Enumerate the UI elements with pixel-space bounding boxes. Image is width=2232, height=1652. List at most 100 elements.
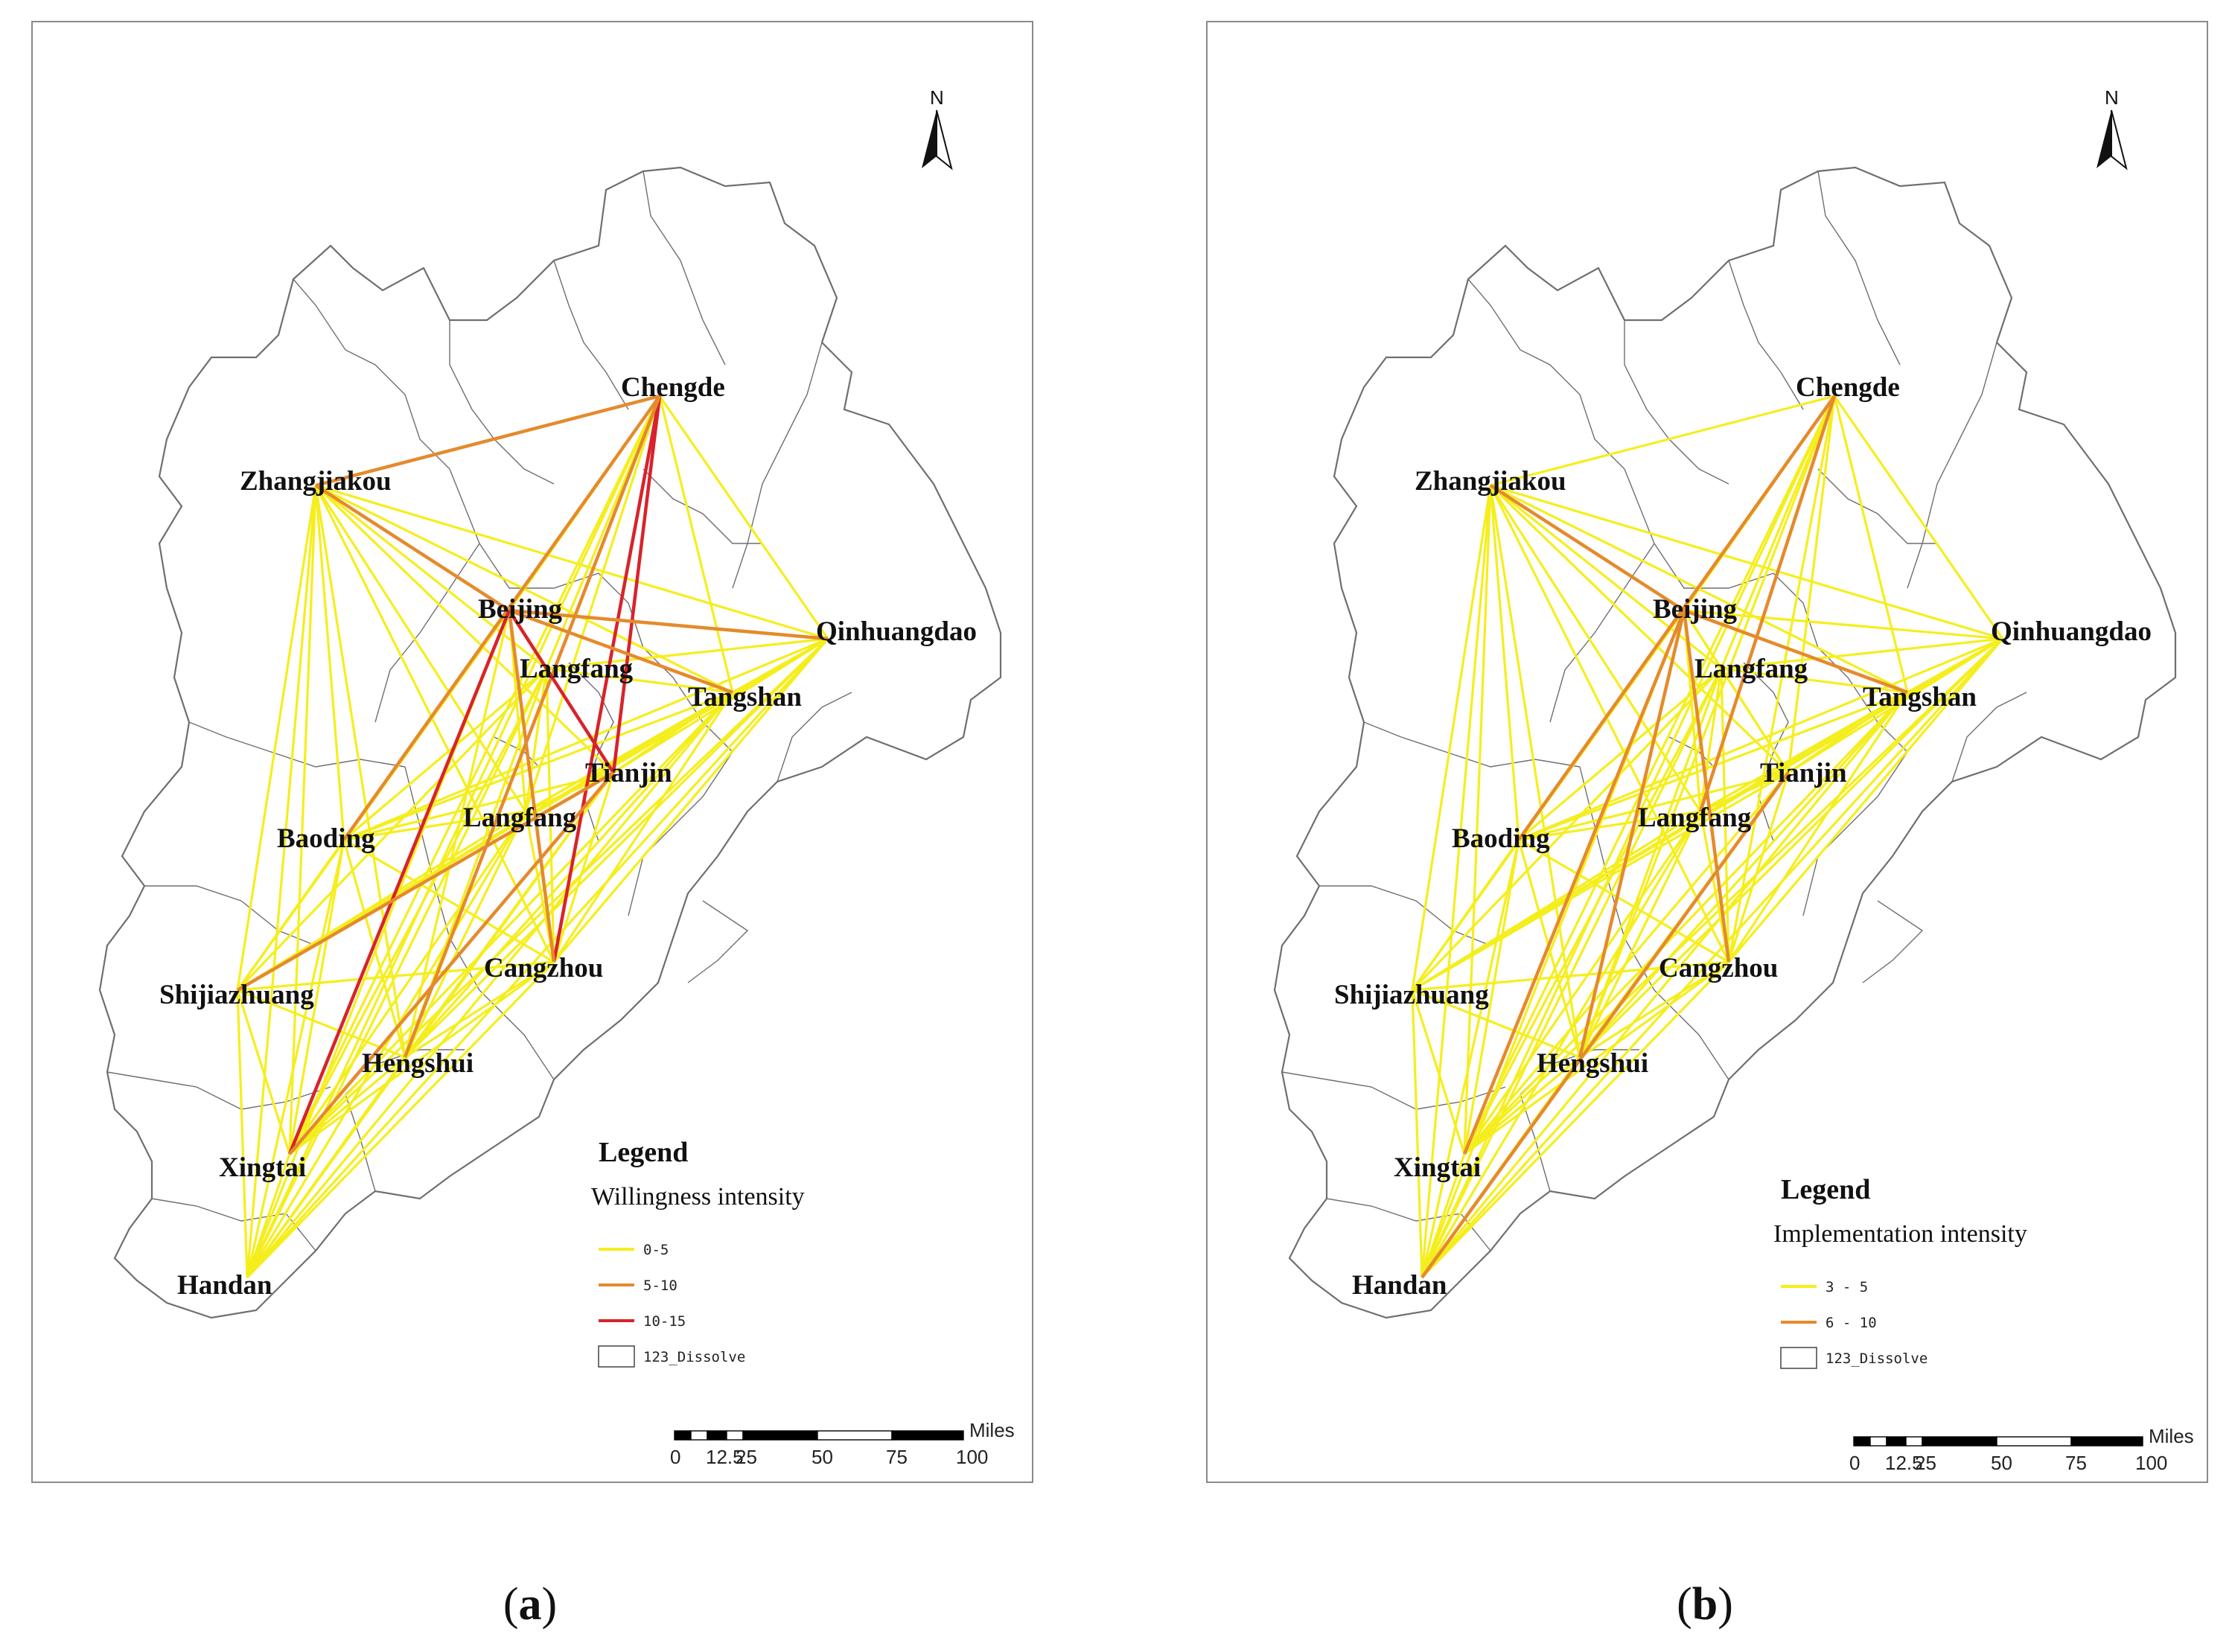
link-xingtai-handan <box>246 1153 291 1278</box>
link-chengde-zhangjiakou <box>315 394 660 488</box>
county-boundary <box>643 170 726 366</box>
link-chengde-tianjin <box>611 395 662 774</box>
scale-tick-label-1: 12.5 <box>1885 1452 1923 1474</box>
scale-segment <box>1905 1436 1923 1447</box>
city-label-shijiazhuang: Shijiazhuang <box>159 980 314 1010</box>
link-baoding-langfang <box>343 810 526 841</box>
north-arrow-right <box>936 109 953 170</box>
link-baoding-xingtai <box>1463 839 1520 1155</box>
county-boundary <box>1817 468 1937 544</box>
scale-tick-label-3: 50 <box>1991 1452 2012 1474</box>
city-label-cangzhou: Cangzhou <box>1659 953 1778 983</box>
scale-segment <box>690 1430 708 1441</box>
scale-segment <box>1886 1436 1907 1447</box>
city-label-qinhuangdao: Qinhuangdao <box>816 616 977 647</box>
scale-segment <box>726 1430 744 1441</box>
link-shijiazhuang-handan <box>1411 989 1423 1278</box>
link-baoding-shijiazhuang <box>1411 839 1520 991</box>
county-boundary <box>732 342 823 589</box>
scale-bar: 0 12.525 50 75 100 Miles <box>670 1419 1015 1468</box>
link-beijing-xingtai <box>1462 610 1686 1155</box>
link-baoding-handan <box>246 839 345 1278</box>
county-boundary <box>188 721 406 768</box>
link-shijiazhuang-hengshui <box>1412 989 1581 1059</box>
link-qinhuangdao-baoding <box>343 637 829 841</box>
link-tangshan-handan <box>246 691 734 1279</box>
link-baoding-cangzhou <box>343 838 555 963</box>
north-arrow: N <box>2097 86 2128 170</box>
link-qinhuangdao-handan <box>246 637 829 1279</box>
link-baoding-handan <box>1420 839 1520 1278</box>
link-chengde-langfang-north <box>1720 395 1836 669</box>
link-shijiazhuang-handan <box>236 989 249 1278</box>
link-tianjin-xingtai <box>288 771 615 1155</box>
link-zhangjiakou-baoding <box>1489 485 1520 841</box>
link-chengde-baoding <box>1517 395 1836 841</box>
link-langfang-north-tangshan <box>1721 667 1908 694</box>
scale-segment <box>2070 1436 2143 1447</box>
city-label-hengshui: Hengshui <box>362 1048 473 1079</box>
north-label: N <box>2105 86 2119 109</box>
scale-tick-label-0: 0 <box>670 1446 680 1468</box>
county-boundary <box>1654 989 1729 1080</box>
link-zhangjiakou-langfang-north <box>1490 484 1722 670</box>
city-label-handan: Handan <box>177 1270 272 1301</box>
county-boundary <box>106 1071 331 1110</box>
city-label-shijiazhuang: Shijiazhuang <box>1334 980 1489 1010</box>
link-qinhuangdao-handan <box>1420 637 2004 1279</box>
scale-segment <box>1869 1436 1887 1447</box>
county-boundary <box>1862 900 1924 983</box>
city-label-xingtai: Xingtai <box>1394 1152 1481 1183</box>
county-boundary <box>374 468 480 723</box>
county-boundary <box>1817 170 1901 366</box>
links-highlight <box>1420 395 1908 1279</box>
link-chengde-tangshan <box>658 395 734 693</box>
city-label-beijing: Beijing <box>478 594 563 625</box>
north-arrow-left <box>2097 110 2111 168</box>
county-boundary <box>1907 342 1997 589</box>
link-beijing-tianjin <box>508 609 615 774</box>
county-boundary <box>1624 320 1729 485</box>
scale-unit: Miles <box>2149 1425 2194 1447</box>
link-beijing-hengshui <box>1578 610 1686 1058</box>
legend-item-label-2: 10-15 <box>643 1313 686 1330</box>
link-langfang-handan <box>1420 811 1702 1278</box>
link-xingtai-handan <box>1420 1153 1466 1278</box>
scale-segment <box>1922 1436 1997 1447</box>
city-label-langfang-north: Langfang <box>520 654 634 684</box>
city-label-beijing: Beijing <box>1653 594 1738 625</box>
north-arrow: N <box>922 86 953 170</box>
link-cangzhou-xingtai <box>289 960 555 1155</box>
county-boundary <box>1467 278 1625 470</box>
legend-item-label-1: 6 - 10 <box>1826 1315 1877 1331</box>
link-langfang-north-shijiazhuang <box>236 667 548 992</box>
link-tangshan-handan <box>1420 691 1909 1279</box>
link-langfang-north-qinhuangdao <box>1721 637 2003 670</box>
link-tianjin-shijiazhuang <box>236 771 615 992</box>
link-hengshui-xingtai <box>1463 1056 1581 1155</box>
link-zhangjiakou-xingtai <box>1463 485 1492 1155</box>
link-langfang-north-handan <box>1420 668 1723 1278</box>
link-langfang-hengshui <box>404 811 527 1058</box>
city-label-langfang: Langfang <box>463 803 577 833</box>
link-tangshan-baoding <box>1518 691 1908 841</box>
link-chengde-qinhuangdao <box>1833 395 2004 640</box>
north-arrow-left <box>922 110 937 168</box>
link-tangshan-tianjin <box>1788 691 1908 774</box>
link-chengde-cangzhou <box>552 395 662 963</box>
link-langfang-north-langfang <box>524 668 548 812</box>
county-boundary <box>1549 468 1655 723</box>
scale-segment <box>891 1430 964 1441</box>
scale-tick-label-4: 75 <box>886 1446 908 1468</box>
link-chengde-tianjin <box>1787 395 1836 774</box>
city-label-handan: Handan <box>1352 1270 1447 1301</box>
link-zhangjiakou-shijiazhuang <box>236 485 317 991</box>
link-tianjin-baoding <box>343 771 614 841</box>
scale-tick-label-2: 25 <box>1915 1452 1936 1474</box>
city-label-cangzhou: Cangzhou <box>484 953 603 983</box>
link-chengde-qinhuangdao <box>658 395 829 640</box>
link-chengde-tangshan <box>1833 395 1909 693</box>
link-langfang-handan <box>246 811 527 1278</box>
link-zhangjiakou-tianjin <box>314 484 615 774</box>
link-zhangjiakou-qinhuangdao <box>1490 484 2003 640</box>
